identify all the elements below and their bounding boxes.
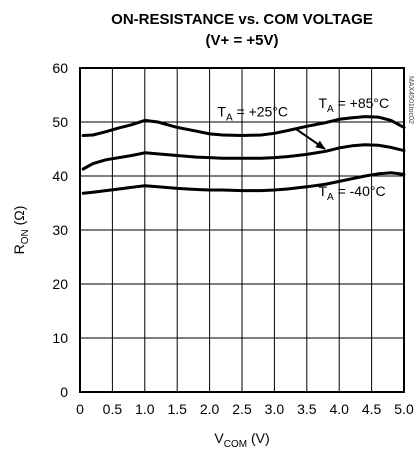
x-tick-label: 3.5 xyxy=(297,401,317,417)
series-line-1 xyxy=(81,143,406,171)
series-line-2 xyxy=(81,171,406,195)
x-tick-label: 4.5 xyxy=(362,401,382,417)
x-tick-label: 4.0 xyxy=(329,401,349,417)
y-tick-label: 20 xyxy=(52,276,68,292)
series-annotation-2: TA = -40°C xyxy=(318,183,385,203)
x-tick-label: 2.5 xyxy=(232,401,252,417)
tick-labels: 0 0.5 1.0 1.5 2.0 2.5 3.0 3.5 4.0 4.5 5.0 0 10 20 30 40… xyxy=(52,60,414,417)
y-tick-label: 60 xyxy=(52,60,68,76)
y-tick-label: 50 xyxy=(52,114,68,130)
y-tick-label: 0 xyxy=(60,384,68,400)
y-tick-label: 40 xyxy=(52,168,68,184)
series-layer xyxy=(81,115,406,195)
x-tick-label: 2.0 xyxy=(200,401,220,417)
y-axis-label: RON (Ω) xyxy=(11,206,31,255)
series-annotation-1: TA = +25°C xyxy=(217,104,288,124)
annotation-arrow xyxy=(294,127,326,150)
y-tick-label: 30 xyxy=(52,222,68,238)
chart-subtitle: (V+ = +5V) xyxy=(206,32,279,49)
chart-title: ON-RESISTANCE vs. COM VOLTAGE xyxy=(111,11,373,28)
x-tick-label: 5.0 xyxy=(394,401,414,417)
y-tick-label: 10 xyxy=(52,330,68,346)
watermark: MAX4501toc02 xyxy=(407,76,414,124)
x-tick-label: 1.5 xyxy=(167,401,187,417)
x-tick-label: 1.0 xyxy=(135,401,155,417)
x-tick-label: 3.0 xyxy=(265,401,285,417)
series-line-0 xyxy=(81,115,406,137)
series-annotation-0: TA = +85°C xyxy=(318,95,389,115)
annotations: TA = +85°C TA = +25°C TA = -40°C xyxy=(217,95,389,203)
x-tick-label: 0.5 xyxy=(103,401,123,417)
x-axis-label: VCOM (V) xyxy=(214,430,269,450)
plot-frame xyxy=(79,67,405,393)
x-tick-label: 0 xyxy=(76,401,84,417)
